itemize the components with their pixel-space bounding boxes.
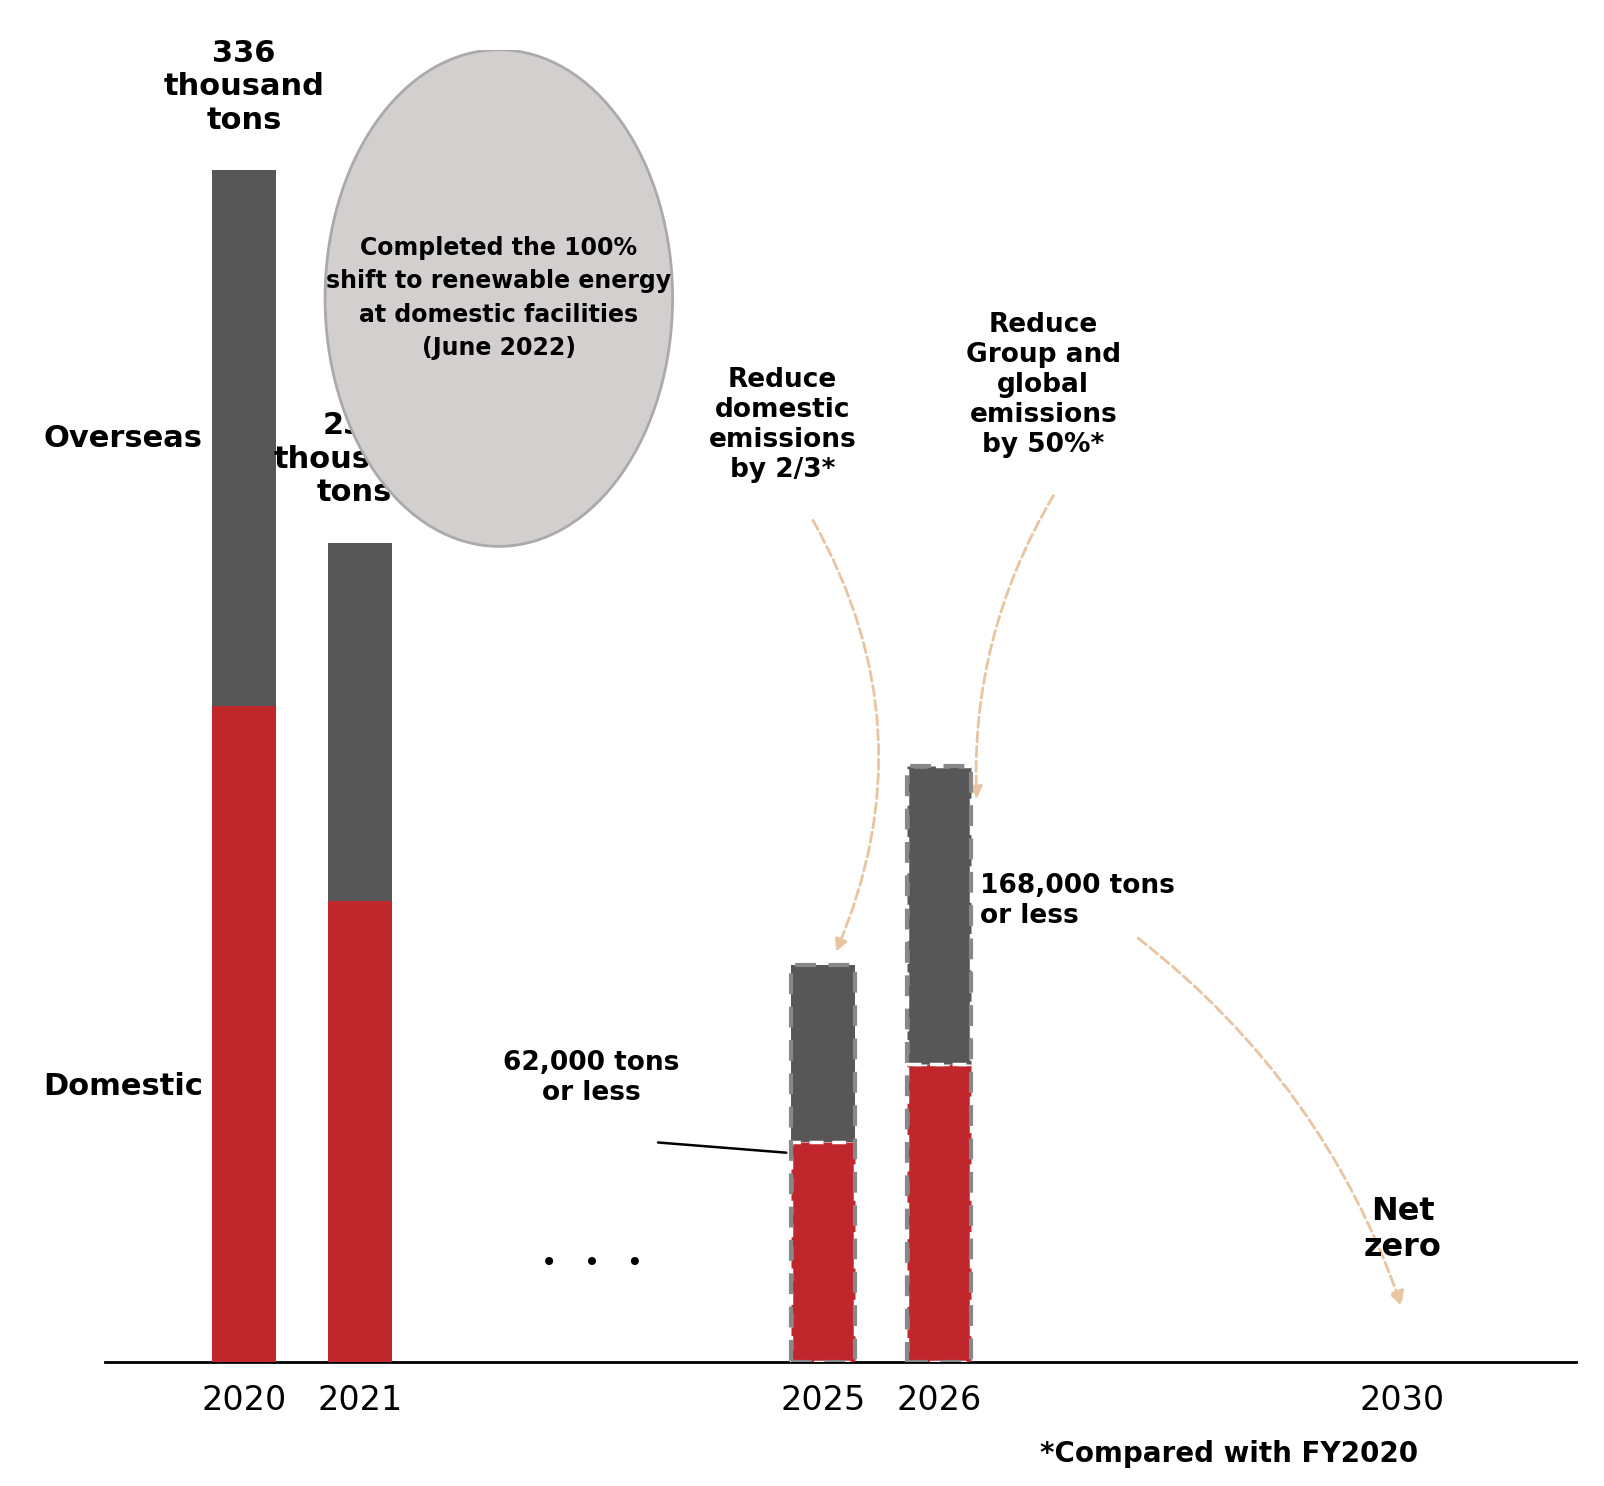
FancyBboxPatch shape xyxy=(791,1143,855,1363)
Text: 62,000 tons
or less: 62,000 tons or less xyxy=(504,1051,680,1107)
Text: *Compared with FY2020: *Compared with FY2020 xyxy=(1039,1440,1418,1468)
Text: •   •   •: • • • xyxy=(541,1248,643,1276)
Text: 168,000 tons
or less: 168,000 tons or less xyxy=(980,874,1174,929)
Bar xyxy=(791,964,855,1143)
Bar xyxy=(327,542,391,901)
FancyBboxPatch shape xyxy=(908,767,970,1064)
Text: Net
zero: Net zero xyxy=(1363,1196,1442,1263)
Text: 336
thousand
tons: 336 thousand tons xyxy=(164,39,324,135)
Ellipse shape xyxy=(326,49,672,547)
Bar xyxy=(212,706,276,1363)
Bar xyxy=(212,171,276,706)
Text: Completed the 100%
shift to renewable energy
at domestic facilities
(June 2022): Completed the 100% shift to renewable en… xyxy=(326,236,672,360)
Text: Domestic: Domestic xyxy=(43,1071,202,1101)
Bar xyxy=(327,901,391,1363)
FancyBboxPatch shape xyxy=(908,1064,970,1363)
Text: 231
thousand
tons: 231 thousand tons xyxy=(274,412,435,507)
Text: Reduce
domestic
emissions
by 2/3*: Reduce domestic emissions by 2/3* xyxy=(709,367,857,483)
Text: Overseas: Overseas xyxy=(43,424,202,453)
Text: Reduce
Group and
global
emissions
by 50%*: Reduce Group and global emissions by 50%… xyxy=(966,312,1121,458)
